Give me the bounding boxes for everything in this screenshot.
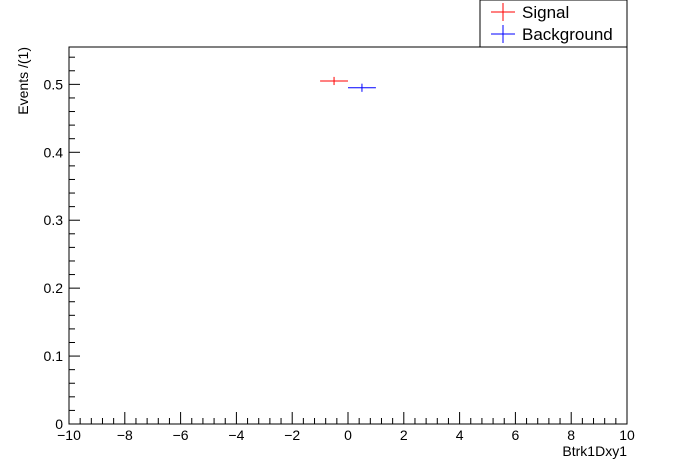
x-tick-label: 6 xyxy=(512,427,520,443)
legend-signal-label: Signal xyxy=(522,3,569,22)
data-points xyxy=(320,76,376,92)
x-tick-label: 8 xyxy=(567,427,575,443)
x-tick-label: −2 xyxy=(284,427,300,443)
legend-entry-signal: Signal xyxy=(491,3,569,22)
y-axis: 0 0.1 0.2 0.3 0.4 0.5 xyxy=(44,56,80,432)
legend-box xyxy=(479,0,628,48)
y-tick-label: 0.1 xyxy=(44,348,64,364)
x-tick-label: −10 xyxy=(57,427,81,443)
x-tick-label: −6 xyxy=(173,427,189,443)
signal-point xyxy=(320,76,348,86)
x-tick-label: 2 xyxy=(400,427,408,443)
legend: Signal Background xyxy=(479,0,628,48)
y-axis-label: Events /(1) xyxy=(15,47,31,115)
legend-background-label: Background xyxy=(522,25,613,44)
x-tick-label: 10 xyxy=(619,427,635,443)
x-tick-label: −8 xyxy=(117,427,133,443)
plot-frame xyxy=(68,46,628,425)
x-tick-label: −4 xyxy=(228,427,244,443)
legend-entry-background: Background xyxy=(491,25,613,44)
y-tick-label: 0.5 xyxy=(44,76,64,92)
y-tick-label: 0.3 xyxy=(44,212,64,228)
y-tick-label: 0.2 xyxy=(44,280,64,296)
y-tick-label: 0.4 xyxy=(44,144,64,160)
x-axis: −10 −8 −6 −4 −2 0 2 4 6 8 10 xyxy=(57,412,635,443)
x-tick-label: 4 xyxy=(456,427,464,443)
y-tick-label: 0 xyxy=(55,416,63,432)
x-tick-label: 0 xyxy=(344,427,352,443)
x-axis-label: Btrk1Dxy1 xyxy=(562,443,627,459)
background-point xyxy=(348,83,376,92)
